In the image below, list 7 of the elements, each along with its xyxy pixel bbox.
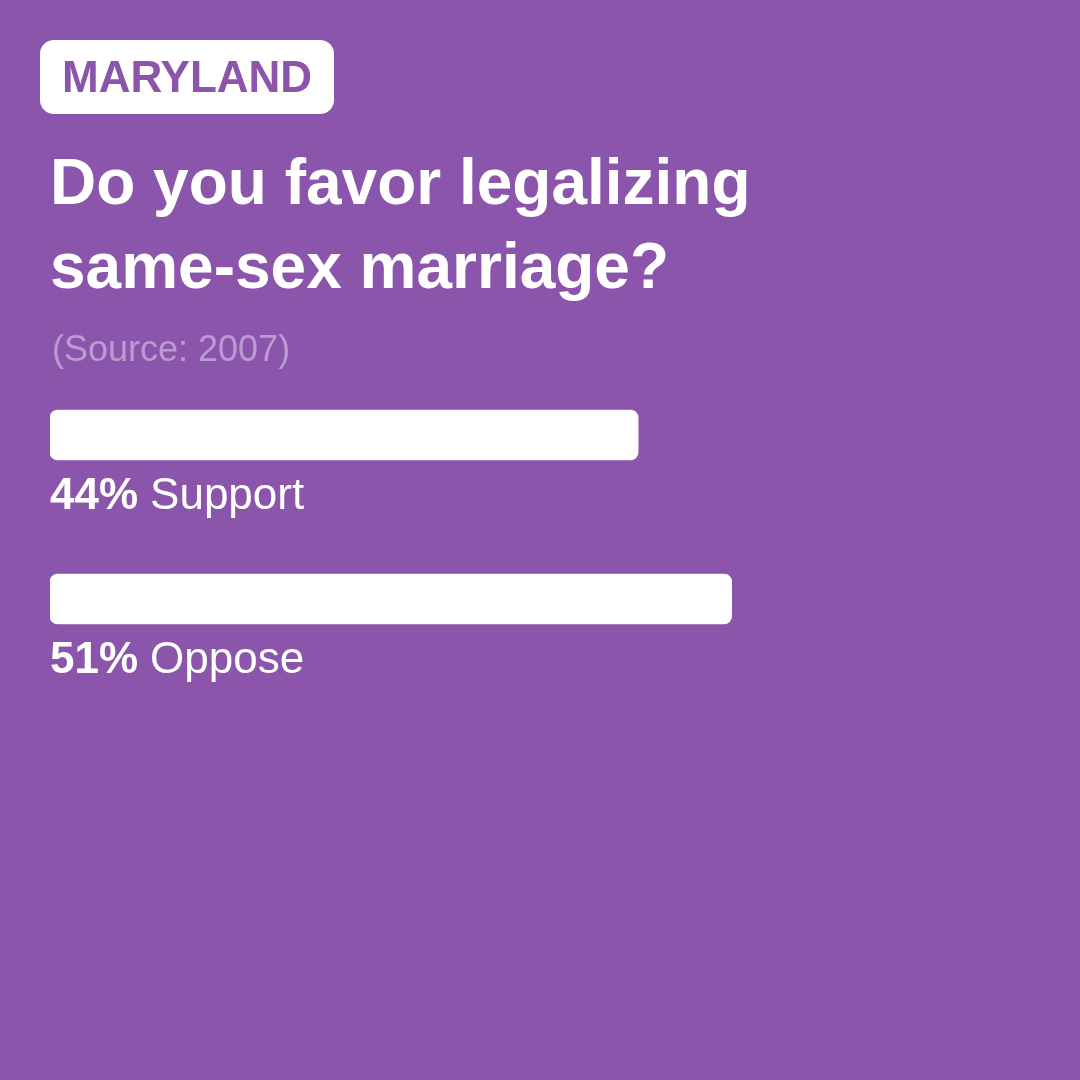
text: (Source: 2007) [52,328,291,370]
chart-title: Do you favor legalizing same-sex marriage? [50,145,752,304]
chart-subtitle: MARYLAND [40,40,335,114]
data-label: 44% [50,469,139,519]
data-label: 51% [50,633,139,683]
y-tick-label: Support [150,469,305,519]
y-tick-label: Oppose [150,633,305,683]
